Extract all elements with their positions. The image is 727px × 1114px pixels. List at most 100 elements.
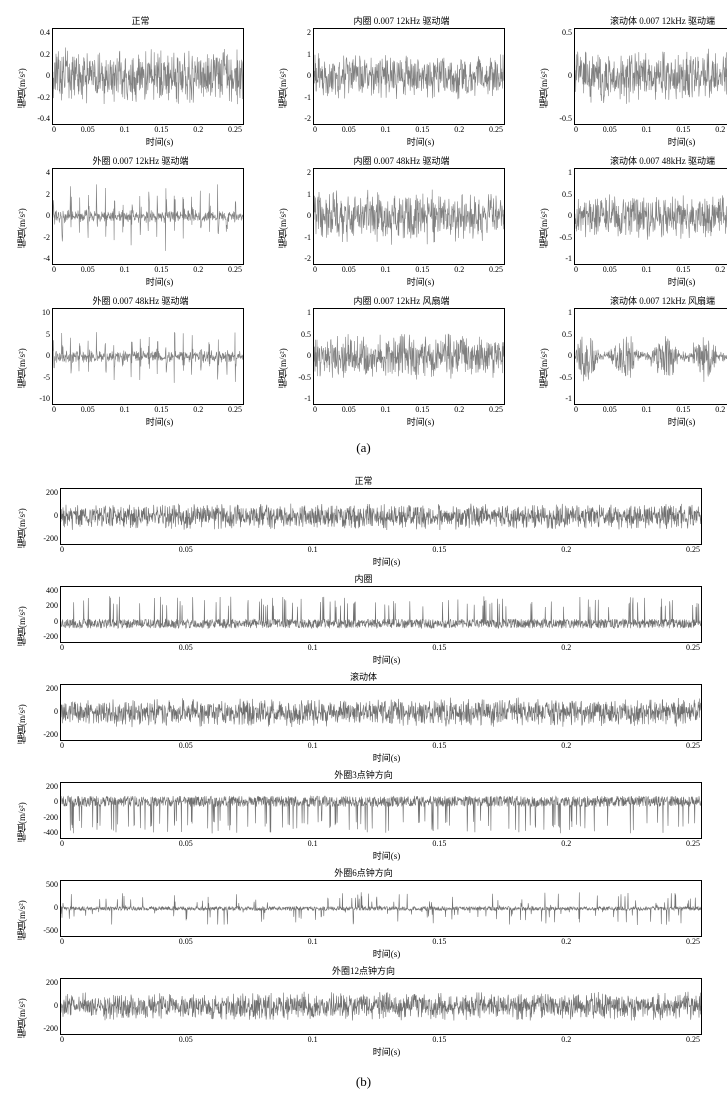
y-ticks: 210-1-2 xyxy=(289,168,313,263)
panel-3: 外圈 0.007 12kHz 驱动端 幅值(m/s²) 420-2-4 00.0… xyxy=(14,154,267,288)
plot-area xyxy=(60,782,702,839)
plot-area xyxy=(574,28,727,125)
plot-area xyxy=(60,880,702,937)
stack-b: 正常 幅值(m/s²) 2000-200 00.050.10.150.20.25… xyxy=(10,470,717,1066)
x-ticks: 00.050.10.150.20.25 xyxy=(60,741,700,750)
panel-title: 外圈 0.007 48kHz 驱动端 xyxy=(14,294,267,307)
y-ticks: 210-1-2 xyxy=(289,28,313,123)
y-ticks: 10.50-0.5-1 xyxy=(550,168,574,263)
plot-area xyxy=(60,978,702,1035)
y-axis-label: 幅值(m/s²) xyxy=(14,168,28,288)
x-axis-label: 时间(s) xyxy=(574,275,727,288)
y-axis-label: 幅值(m/s²) xyxy=(536,28,550,148)
y-axis-label: 幅值(m/s²) xyxy=(14,586,28,666)
x-ticks: 00.050.10.150.20.25 xyxy=(313,405,503,414)
x-axis-label: 时间(s) xyxy=(52,275,267,288)
panel-title: 滚动体 0.007 12kHz 风扇端 xyxy=(536,294,727,307)
plot-area xyxy=(60,684,702,741)
plot-area xyxy=(574,168,727,265)
plot-area xyxy=(313,308,505,405)
plot-area xyxy=(52,308,244,405)
plot-area xyxy=(52,28,244,125)
panel-20: 正常 幅值(m/s²) 2000-200 00.050.10.150.20.25… xyxy=(14,474,713,568)
x-ticks: 00.050.10.150.20.25 xyxy=(52,265,242,274)
y-ticks: 2000-200 xyxy=(28,684,60,739)
y-ticks: 2000-200 xyxy=(28,978,60,1033)
x-axis-label: 时间(s) xyxy=(574,415,727,428)
y-axis-label: 幅值(m/s²) xyxy=(275,28,289,148)
plot-area xyxy=(60,488,702,545)
panel-title: 滚动体 0.007 48kHz 驱动端 xyxy=(536,154,727,167)
panel-title: 正常 xyxy=(14,474,713,487)
y-ticks: 4002000-200 xyxy=(28,586,60,641)
y-axis-label: 幅值(m/s²) xyxy=(14,880,28,960)
plot-area xyxy=(52,168,244,265)
y-axis-label: 幅值(m/s²) xyxy=(14,684,28,764)
x-ticks: 00.050.10.150.20.25 xyxy=(52,405,242,414)
panel-title: 内圈 0.007 12kHz 风扇端 xyxy=(275,294,528,307)
y-ticks: 1050-5-10 xyxy=(28,308,52,403)
y-ticks: 0.40.20-0.2-0.4 xyxy=(28,28,52,123)
panel-24: 外圈6点钟方向 幅值(m/s²) 5000-500 00.050.10.150.… xyxy=(14,866,713,960)
y-ticks: 10.50-0.5-1 xyxy=(550,308,574,403)
x-axis-label: 时间(s) xyxy=(313,275,528,288)
x-ticks: 00.050.10.150.20.25 xyxy=(574,265,727,274)
x-axis-label: 时间(s) xyxy=(52,415,267,428)
panel-4: 内圈 0.007 48kHz 驱动端 幅值(m/s²) 210-1-2 00.0… xyxy=(275,154,528,288)
y-ticks: 0.50-0.5 xyxy=(550,28,574,123)
x-ticks: 00.050.10.150.20.25 xyxy=(60,839,700,848)
panel-title: 内圈 xyxy=(14,572,713,585)
x-ticks: 00.050.10.150.20.25 xyxy=(60,1035,700,1044)
panel-8: 滚动体 0.007 12kHz 风扇端 幅值(m/s²) 10.50-0.5-1… xyxy=(536,294,727,428)
y-axis-label: 幅值(m/s²) xyxy=(14,978,28,1058)
y-ticks: 5000-500 xyxy=(28,880,60,935)
panel-title: 外圈12点钟方向 xyxy=(14,964,713,977)
x-axis-label: 时间(s) xyxy=(60,653,713,666)
x-ticks: 00.050.10.150.20.25 xyxy=(60,643,700,652)
grid-a: 正常 幅值(m/s²) 0.40.20-0.2-0.4 00.050.10.15… xyxy=(10,10,717,432)
x-ticks: 00.050.10.150.20.25 xyxy=(52,125,242,134)
x-axis-label: 时间(s) xyxy=(60,1045,713,1058)
y-ticks: 2000-200 xyxy=(28,488,60,543)
panel-title: 内圈 0.007 12kHz 驱动端 xyxy=(275,14,528,27)
y-ticks: 10.50-0.5-1 xyxy=(289,308,313,403)
x-ticks: 00.050.10.150.20.25 xyxy=(313,125,503,134)
x-ticks: 00.050.10.150.20.25 xyxy=(60,545,700,554)
panel-25: 外圈12点钟方向 幅值(m/s²) 2000-200 00.050.10.150… xyxy=(14,964,713,1058)
panel-title: 滚动体 xyxy=(14,670,713,683)
panel-title: 正常 xyxy=(14,14,267,27)
panel-title: 内圈 0.007 48kHz 驱动端 xyxy=(275,154,528,167)
x-axis-label: 时间(s) xyxy=(60,849,713,862)
panel-6: 外圈 0.007 48kHz 驱动端 幅值(m/s²) 1050-5-10 00… xyxy=(14,294,267,428)
y-axis-label: 幅值(m/s²) xyxy=(14,308,28,428)
x-axis-label: 时间(s) xyxy=(313,415,528,428)
x-axis-label: 时间(s) xyxy=(313,135,528,148)
plot-area xyxy=(313,28,505,125)
figure-b-label: (b) xyxy=(10,1074,717,1090)
panel-23: 外圈3点钟方向 幅值(m/s²) 2000-200-400 00.050.10.… xyxy=(14,768,713,862)
panel-title: 外圈 0.007 12kHz 驱动端 xyxy=(14,154,267,167)
figure-a: 正常 幅值(m/s²) 0.40.20-0.2-0.4 00.050.10.15… xyxy=(10,10,717,456)
y-axis-label: 幅值(m/s²) xyxy=(14,28,28,148)
panel-5: 滚动体 0.007 48kHz 驱动端 幅值(m/s²) 10.50-0.5-1… xyxy=(536,154,727,288)
plot-area xyxy=(313,168,505,265)
panel-title: 滚动体 0.007 12kHz 驱动端 xyxy=(536,14,727,27)
x-ticks: 00.050.10.150.20.25 xyxy=(313,265,503,274)
panel-22: 滚动体 幅值(m/s²) 2000-200 00.050.10.150.20.2… xyxy=(14,670,713,764)
x-ticks: 00.050.10.150.20.25 xyxy=(574,405,727,414)
y-axis-label: 幅值(m/s²) xyxy=(536,308,550,428)
plot-area xyxy=(574,308,727,405)
panel-2: 滚动体 0.007 12kHz 驱动端 幅值(m/s²) 0.50-0.5 00… xyxy=(536,14,727,148)
x-axis-label: 时间(s) xyxy=(574,135,727,148)
x-ticks: 00.050.10.150.20.25 xyxy=(574,125,727,134)
y-ticks: 420-2-4 xyxy=(28,168,52,263)
panel-1: 内圈 0.007 12kHz 驱动端 幅值(m/s²) 210-1-2 00.0… xyxy=(275,14,528,148)
y-axis-label: 幅值(m/s²) xyxy=(14,782,28,862)
figure-b: 正常 幅值(m/s²) 2000-200 00.050.10.150.20.25… xyxy=(10,470,717,1090)
plot-area xyxy=(60,586,702,643)
y-axis-label: 幅值(m/s²) xyxy=(14,488,28,568)
y-ticks: 2000-200-400 xyxy=(28,782,60,837)
y-axis-label: 幅值(m/s²) xyxy=(536,168,550,288)
x-ticks: 00.050.10.150.20.25 xyxy=(60,937,700,946)
panel-title: 外圈6点钟方向 xyxy=(14,866,713,879)
